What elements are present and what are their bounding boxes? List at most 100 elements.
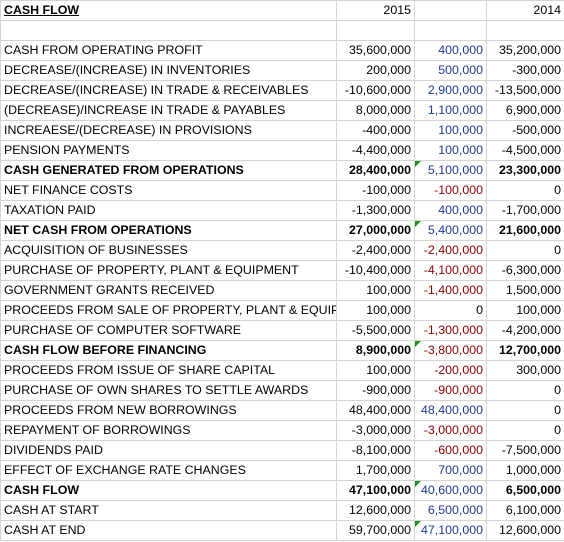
value-change[interactable]: -3,800,000 — [414, 340, 487, 361]
value-2014[interactable]: 6,900,000 — [486, 100, 564, 121]
row-label[interactable]: CASH FLOW — [0, 480, 337, 501]
value-2014[interactable]: 0 — [486, 180, 564, 201]
value-2015[interactable]: 27,000,000 — [336, 220, 415, 241]
row-label[interactable]: NET CASH FROM OPERATIONS — [0, 220, 337, 241]
row-label[interactable]: CASH AT START — [0, 500, 337, 521]
value-change[interactable]: 500,000 — [414, 60, 487, 81]
value-2014[interactable]: -13,500,000 — [486, 80, 564, 101]
row-label[interactable]: PENSION PAYMENTS — [0, 140, 337, 161]
value-2015[interactable]: 200,000 — [336, 60, 415, 81]
value-change[interactable]: 400,000 — [414, 200, 487, 221]
value-change[interactable]: 700,000 — [414, 460, 487, 481]
value-2014[interactable]: 0 — [486, 400, 564, 421]
value-2015[interactable]: -4,400,000 — [336, 140, 415, 161]
value-change[interactable]: 5,400,000 — [414, 220, 487, 241]
value-change[interactable]: 1,100,000 — [414, 100, 487, 121]
row-label[interactable]: DECREASE/(INCREASE) IN TRADE & RECEIVABL… — [0, 80, 337, 101]
value-2014[interactable]: 300,000 — [486, 360, 564, 381]
row-label[interactable]: PURCHASE OF PROPERTY, PLANT & EQUIPMENT — [0, 260, 337, 281]
value-2015[interactable]: 1,700,000 — [336, 460, 415, 481]
value-2014[interactable]: -4,200,000 — [486, 320, 564, 341]
value-change[interactable]: -1,400,000 — [414, 280, 487, 301]
value-2014[interactable]: -300,000 — [486, 60, 564, 81]
value-2015[interactable]: -5,500,000 — [336, 320, 415, 341]
row-label[interactable]: CASH FROM OPERATING PROFIT — [0, 40, 337, 61]
value-2014[interactable]: -4,500,000 — [486, 140, 564, 161]
value-2014[interactable]: 12,700,000 — [486, 340, 564, 361]
value-2014[interactable]: 0 — [486, 380, 564, 401]
row-label[interactable]: DECREASE/(INCREASE) IN INVENTORIES — [0, 60, 337, 81]
value-2015[interactable]: 100,000 — [336, 300, 415, 321]
value-2015[interactable]: -400,000 — [336, 120, 415, 141]
value-change[interactable]: 2,900,000 — [414, 80, 487, 101]
row-label[interactable]: ACQUISITION OF BUSINESSES — [0, 240, 337, 261]
value-change[interactable]: 40,600,000 — [414, 480, 487, 501]
row-label[interactable]: (DECREASE)/INCREASE IN TRADE & PAYABLES — [0, 100, 337, 121]
value-2015[interactable]: 8,900,000 — [336, 340, 415, 361]
row-label[interactable]: REPAYMENT OF BORROWINGS — [0, 420, 337, 441]
header-change-cell[interactable] — [414, 0, 487, 21]
value-2015[interactable]: -3,000,000 — [336, 420, 415, 441]
value-change[interactable]: -100,000 — [414, 180, 487, 201]
value-change[interactable]: 100,000 — [414, 140, 487, 161]
blank-cell[interactable] — [486, 20, 564, 41]
value-2014[interactable]: 1,000,000 — [486, 460, 564, 481]
row-label[interactable]: NET FINANCE COSTS — [0, 180, 337, 201]
value-2014[interactable]: -500,000 — [486, 120, 564, 141]
value-change[interactable]: 100,000 — [414, 120, 487, 141]
value-2014[interactable]: 6,100,000 — [486, 500, 564, 521]
value-2014[interactable]: -1,700,000 — [486, 200, 564, 221]
value-change[interactable]: 47,100,000 — [414, 520, 487, 541]
value-change[interactable]: 0 — [414, 300, 487, 321]
value-2015[interactable]: 35,600,000 — [336, 40, 415, 61]
blank-cell[interactable] — [0, 20, 337, 41]
value-change[interactable]: 400,000 — [414, 40, 487, 61]
row-label[interactable]: PURCHASE OF OWN SHARES TO SETTLE AWARDS — [0, 380, 337, 401]
value-2014[interactable]: 1,500,000 — [486, 280, 564, 301]
value-change[interactable]: 48,400,000 — [414, 400, 487, 421]
value-2015[interactable]: -10,400,000 — [336, 260, 415, 281]
blank-cell[interactable] — [336, 20, 415, 41]
value-2015[interactable]: -8,100,000 — [336, 440, 415, 461]
value-change[interactable]: -900,000 — [414, 380, 487, 401]
value-2014[interactable]: 35,200,000 — [486, 40, 564, 61]
value-2014[interactable]: 100,000 — [486, 300, 564, 321]
row-label[interactable]: DIVIDENDS PAID — [0, 440, 337, 461]
value-change[interactable]: -200,000 — [414, 360, 487, 381]
value-2015[interactable]: 100,000 — [336, 360, 415, 381]
value-2015[interactable]: 47,100,000 — [336, 480, 415, 501]
row-label[interactable]: PROCEEDS FROM ISSUE OF SHARE CAPITAL — [0, 360, 337, 381]
value-2014[interactable]: 6,500,000 — [486, 480, 564, 501]
value-2014[interactable]: 21,600,000 — [486, 220, 564, 241]
value-change[interactable]: -3,000,000 — [414, 420, 487, 441]
header-year-2014[interactable]: 2014 — [486, 0, 564, 21]
row-label[interactable]: CASH GENERATED FROM OPERATIONS — [0, 160, 337, 181]
value-2015[interactable]: -100,000 — [336, 180, 415, 201]
value-change[interactable]: -4,100,000 — [414, 260, 487, 281]
value-change[interactable]: -600,000 — [414, 440, 487, 461]
blank-cell[interactable] — [414, 20, 487, 41]
value-2015[interactable]: -10,600,000 — [336, 80, 415, 101]
row-label[interactable]: CASH FLOW BEFORE FINANCING — [0, 340, 337, 361]
row-label[interactable]: INCREAESE/(DECREASE) IN PROVISIONS — [0, 120, 337, 141]
value-2015[interactable]: -1,300,000 — [336, 200, 415, 221]
value-2014[interactable]: 0 — [486, 240, 564, 261]
row-label[interactable]: EFFECT OF EXCHANGE RATE CHANGES — [0, 460, 337, 481]
row-label[interactable]: PROCEEDS FROM NEW BORROWINGS — [0, 400, 337, 421]
value-2015[interactable]: 12,600,000 — [336, 500, 415, 521]
value-2014[interactable]: -7,500,000 — [486, 440, 564, 461]
row-label[interactable]: TAXATION PAID — [0, 200, 337, 221]
row-label[interactable]: PROCEEDS FROM SALE OF PROPERTY, PLANT & … — [0, 300, 337, 321]
header-year-2015[interactable]: 2015 — [336, 0, 415, 21]
row-label[interactable]: GOVERNMENT GRANTS RECEIVED — [0, 280, 337, 301]
value-2015[interactable]: -2,400,000 — [336, 240, 415, 261]
value-change[interactable]: 6,500,000 — [414, 500, 487, 521]
value-change[interactable]: 5,100,000 — [414, 160, 487, 181]
value-2015[interactable]: -900,000 — [336, 380, 415, 401]
value-2015[interactable]: 100,000 — [336, 280, 415, 301]
value-2014[interactable]: 0 — [486, 420, 564, 441]
row-label[interactable]: PURCHASE OF COMPUTER SOFTWARE — [0, 320, 337, 341]
value-2014[interactable]: 23,300,000 — [486, 160, 564, 181]
value-change[interactable]: -1,300,000 — [414, 320, 487, 341]
row-label[interactable]: CASH AT END — [0, 520, 337, 541]
